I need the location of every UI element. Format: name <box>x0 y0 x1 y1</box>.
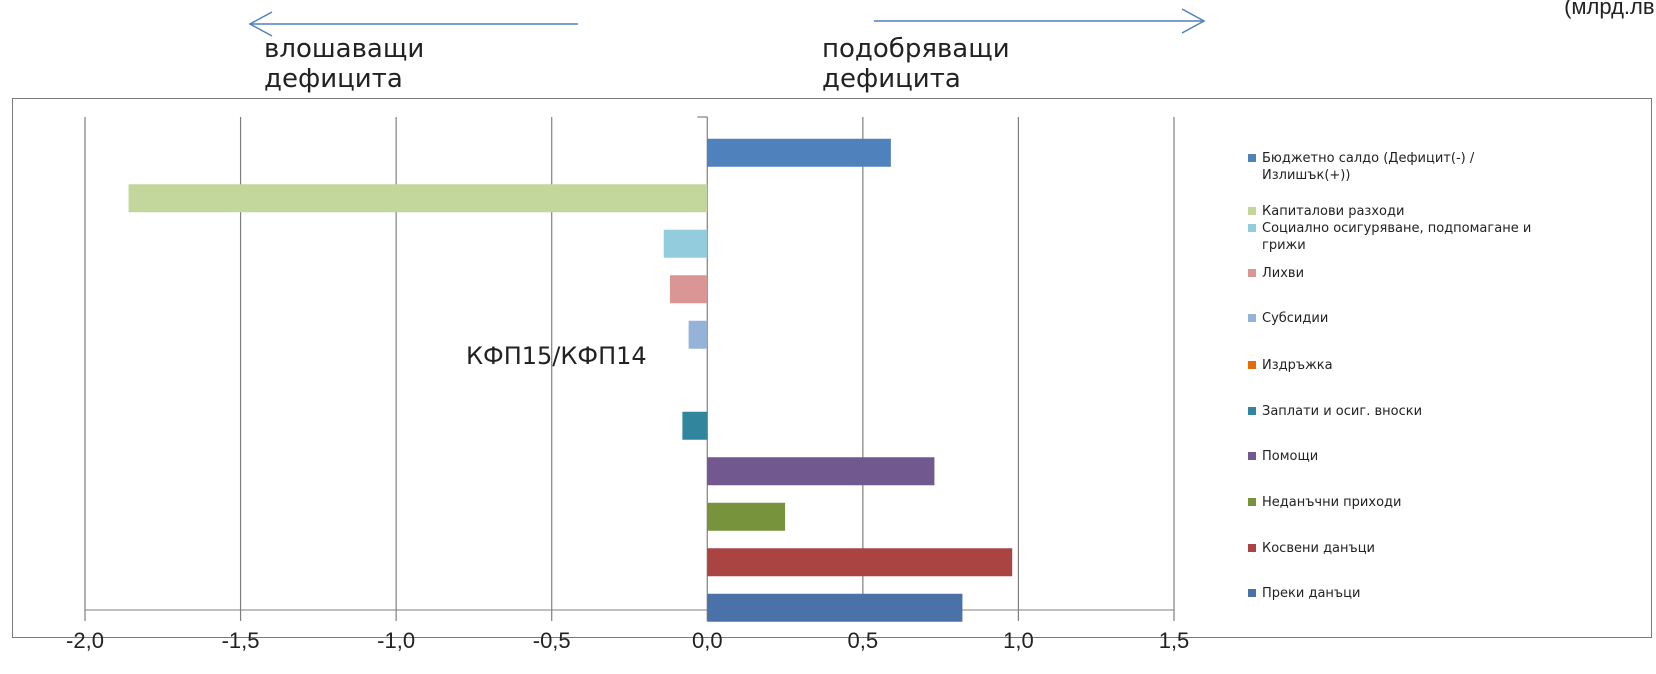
legend-label: Помощи <box>1262 449 1319 464</box>
bar <box>663 229 708 258</box>
bar <box>682 411 708 440</box>
legend-label: Субсидии <box>1262 311 1329 326</box>
bar <box>707 457 935 486</box>
legend-swatch <box>1248 407 1256 415</box>
legend-swatch <box>1248 361 1256 369</box>
chart-frame <box>12 98 1652 638</box>
legend-label: Косвени данъци <box>1262 541 1376 556</box>
x-tick-label: 0,5 <box>848 628 879 653</box>
legend-swatch <box>1248 544 1256 552</box>
x-tick-label: 1,5 <box>1159 628 1190 653</box>
legend-swatch <box>1248 207 1256 215</box>
legend-swatch <box>1248 498 1256 506</box>
legend-swatch <box>1248 224 1256 232</box>
bar <box>128 184 708 213</box>
bar <box>688 320 708 349</box>
legend-swatch <box>1248 269 1256 277</box>
direction-arrows <box>248 8 1206 37</box>
left-arrow-head <box>248 11 273 37</box>
legend-label: Бюджетно салдо (Дефицит(-) / Излишък(+)) <box>1262 151 1475 183</box>
legend-label: Заплати и осиг. вноски <box>1262 404 1423 419</box>
bar <box>669 275 708 304</box>
x-tick-label: 1,0 <box>1003 628 1034 653</box>
x-tick-label: 0,0 <box>692 628 723 653</box>
x-tick-label: -1,5 <box>222 628 260 653</box>
legend-label: Лихви <box>1262 266 1305 281</box>
bar <box>707 548 1013 577</box>
worsening-deficit-label: влошаващи дефицита <box>264 34 425 94</box>
bar <box>707 138 891 167</box>
legend-swatch <box>1248 452 1256 460</box>
legend-swatch <box>1248 314 1256 322</box>
chart-title: КФП15/КФП14 <box>466 342 647 370</box>
legend-label: Капиталови разходи <box>1262 204 1405 219</box>
improving-deficit-label: подобряващи дефицита <box>822 34 1010 94</box>
legend-label: Издръжка <box>1262 358 1333 373</box>
legend-label: Преки данъци <box>1262 586 1361 601</box>
x-tick-label: -2,0 <box>66 628 104 653</box>
legend-swatch <box>1248 154 1256 162</box>
legend-label: Социално осигуряване, подпомагане и гриж… <box>1262 221 1532 253</box>
x-tick-label: -0,5 <box>533 628 571 653</box>
legend-label: Неданъчни приходи <box>1262 495 1402 510</box>
bar <box>707 502 786 531</box>
unit-label: (млрд.лв.) <box>1564 0 1656 19</box>
legend-swatch <box>1248 589 1256 597</box>
x-tick-label: -1,0 <box>377 628 415 653</box>
bar <box>707 593 963 622</box>
right-arrow-head <box>1181 8 1206 34</box>
